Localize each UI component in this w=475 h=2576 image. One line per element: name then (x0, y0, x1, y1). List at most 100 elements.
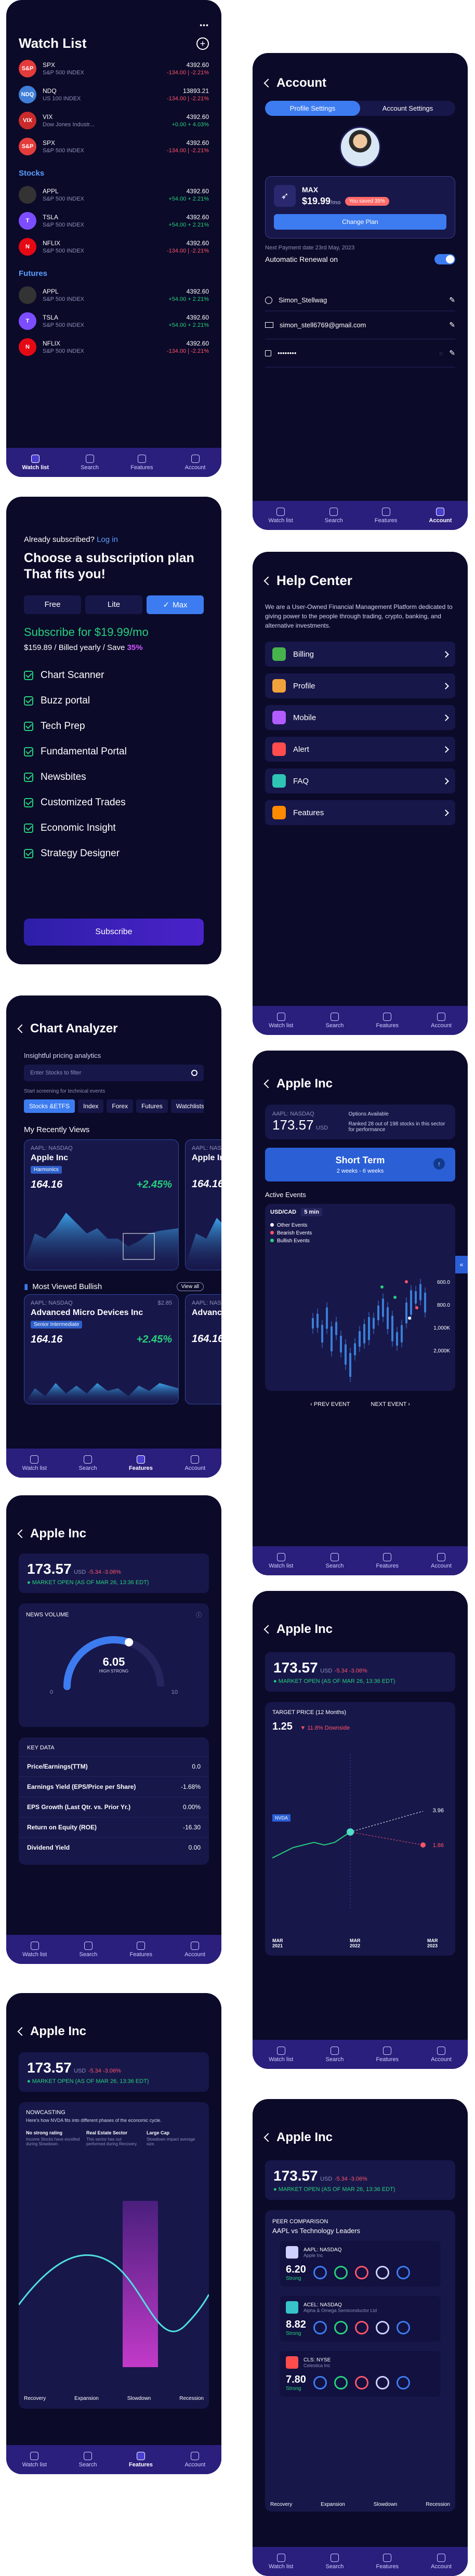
tab-account-settings[interactable]: Account Settings (382, 104, 433, 112)
watchlist-row[interactable]: APPL S&P 500 INDEX 4392.60 +54.00 + 2.21% (6, 282, 221, 308)
tab-features[interactable]: Features (376, 1012, 399, 1029)
tab-search[interactable]: Search (326, 2553, 344, 2570)
tab-features[interactable]: Features (376, 1552, 399, 1569)
chip[interactable]: Stocks &ETFS (24, 1099, 75, 1113)
back-icon[interactable] (263, 1625, 273, 1634)
watchlist-row[interactable]: N NFLIX S&P 500 INDEX 4392.60 -134.00 | -2.2… (6, 234, 221, 260)
tab-features[interactable]: Features (130, 1941, 152, 1958)
recent-card[interactable]: AAPL: NASDAQ Apple Inc 164.16 (185, 1139, 221, 1270)
tab-account[interactable]: Account (431, 1012, 452, 1029)
interval-chip[interactable]: 5 min (301, 1208, 322, 1216)
tab-features[interactable]: Features (375, 507, 397, 524)
recent-card[interactable]: AAPL: NASDAQ Apple Inc Harmonics 164.16 … (24, 1139, 179, 1270)
back-icon[interactable] (17, 1024, 27, 1033)
tab-features[interactable]: Features (376, 2553, 399, 2570)
event-marker[interactable] (405, 1280, 408, 1283)
chip[interactable]: Watchlists (170, 1099, 204, 1113)
chip[interactable]: Forex (107, 1099, 134, 1113)
hide-password-icon[interactable]: ◌ (439, 349, 443, 357)
watchlist-row[interactable]: S&P SPX S&P 500 INDEX 4392.60 -134.00 | -2.2… (6, 134, 221, 160)
help-item-features[interactable]: Features (265, 800, 455, 825)
password-field[interactable]: •••••••• ◌ ✎ (265, 339, 455, 367)
edit-icon[interactable]: ✎ (449, 349, 455, 357)
edit-icon[interactable]: ✎ (449, 321, 455, 329)
tab-watch-list[interactable]: Watch list (22, 454, 49, 471)
change-plan-button[interactable]: Change Plan (274, 214, 446, 230)
event-marker[interactable] (380, 1285, 384, 1289)
tab-watch-list[interactable]: Watch list (269, 2553, 293, 2570)
event-marker[interactable] (415, 1306, 418, 1309)
tab-account[interactable]: Account (184, 1455, 205, 1471)
next-event-button[interactable]: NEXT EVENT › (371, 1401, 410, 1407)
tab-watch-list[interactable]: Watch list (269, 1552, 293, 1569)
plan-option-max[interactable]: ✓ Max (147, 595, 204, 614)
help-item-billing[interactable]: Billing (265, 642, 455, 667)
search-icon[interactable] (191, 1070, 197, 1076)
login-link[interactable]: Log in (97, 535, 118, 544)
tab-search[interactable]: Search (326, 1012, 344, 1029)
edit-icon[interactable]: ✎ (449, 296, 455, 304)
tab-features[interactable]: Features (129, 2451, 153, 2468)
tab-watch-list[interactable]: Watch list (22, 1455, 47, 1471)
more-icon[interactable]: ••• (200, 21, 209, 29)
up-arrow-icon[interactable]: ↑ (433, 1158, 445, 1170)
term-selector[interactable]: Short Term 2 weeks - 6 weeks ↑ (265, 1148, 455, 1181)
tab-search[interactable]: Search (79, 1455, 97, 1471)
back-icon[interactable] (263, 2133, 273, 2142)
chip[interactable]: Index (78, 1099, 104, 1113)
event-marker[interactable] (408, 1317, 411, 1320)
help-item-profile[interactable]: Profile (265, 673, 455, 698)
tab-search[interactable]: Search (325, 507, 343, 524)
bullish-card[interactable]: AAPL: NASDAQ Advanced 164.16 (185, 1294, 221, 1404)
chip[interactable]: Futures (136, 1099, 168, 1113)
event-marker[interactable] (393, 1296, 397, 1299)
auto-renew-toggle[interactable] (434, 254, 455, 264)
tab-search[interactable]: Search (326, 1552, 344, 1569)
tab-search[interactable]: Search (81, 454, 99, 471)
tab-watch-list[interactable]: Watch list (269, 507, 293, 524)
watchlist-row[interactable]: APPL S&P 500 INDEX 4392.60 +54.00 + 2.21% (6, 182, 221, 208)
back-icon[interactable] (17, 1529, 27, 1538)
help-item-alert[interactable]: Alert (265, 737, 455, 762)
peer-row[interactable]: ACEL: NASDAQ Alpha & Omega Semiconductor … (280, 2296, 441, 2342)
collapse-icon[interactable]: « (455, 1256, 468, 1273)
prev-event-button[interactable]: ‹ PREV EVENT (310, 1401, 350, 1407)
back-icon[interactable] (263, 78, 273, 88)
tab-watch-list[interactable]: Watch list (22, 2451, 47, 2468)
watchlist-row[interactable]: S&P SPX S&P 500 INDEX 4392.60 -134.00 | -2.2… (6, 56, 221, 82)
plan-option-lite[interactable]: Lite (85, 595, 142, 614)
tab-account[interactable]: Account (184, 2451, 205, 2468)
tab-search[interactable]: Search (79, 2451, 97, 2468)
tab-search[interactable]: Search (326, 2046, 344, 2063)
search-input[interactable]: Enter Stocks to filter (24, 1065, 204, 1081)
tab-features[interactable]: Features (130, 454, 153, 471)
tab-account[interactable]: Account (431, 1552, 452, 1569)
tab-features[interactable]: Features (129, 1455, 153, 1471)
subscribe-button[interactable]: Subscribe (24, 919, 204, 946)
help-item-mobile[interactable]: Mobile (265, 705, 455, 730)
help-item-faq[interactable]: FAQ (265, 768, 455, 793)
tab-watch-list[interactable]: Watch list (22, 1941, 47, 1958)
add-icon[interactable]: + (196, 37, 209, 50)
watchlist-row[interactable]: NDQ NDQ US 100 INDEX 13893.21 -134.00 | -2.2… (6, 82, 221, 108)
tab-account[interactable]: Account (431, 2046, 452, 2063)
tab-search[interactable]: Search (80, 1941, 97, 1958)
tab-features[interactable]: Features (376, 2046, 399, 2063)
view-all-button[interactable]: View all (176, 1282, 204, 1291)
avatar[interactable] (339, 126, 381, 168)
plan-option-free[interactable]: Free (24, 595, 81, 614)
back-icon[interactable] (17, 2027, 27, 2036)
tab-account[interactable]: Account (185, 454, 205, 471)
back-icon[interactable] (263, 576, 273, 585)
tab-watch-list[interactable]: Watch list (269, 2046, 293, 2063)
email-field[interactable]: simon_stell6769@gmail.com ✎ (265, 311, 455, 339)
tab-profile-settings[interactable]: Profile Settings (265, 101, 360, 116)
back-icon[interactable] (263, 1079, 273, 1088)
tab-account[interactable]: Account (431, 2553, 452, 2570)
tab-account[interactable]: Account (429, 507, 452, 524)
bullish-card[interactable]: AAPL: NASDAQ $2.85 Advanced Micro Devices… (24, 1294, 179, 1404)
username-field[interactable]: Simon_Stellwag ✎ (265, 289, 455, 311)
info-icon[interactable]: ⓘ (196, 1612, 202, 1618)
peer-row[interactable]: CLS: NYSE Celestica Inc 7.80 Strong (280, 2351, 441, 2397)
watchlist-row[interactable]: N NFLIX S&P 500 INDEX 4392.60 -134.00 | -2.2… (6, 334, 221, 360)
